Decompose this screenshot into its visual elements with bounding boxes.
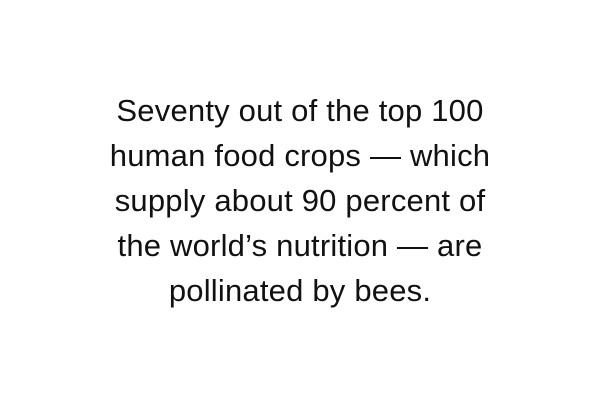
quote-line-4: the world’s nutrition — are [117,227,483,263]
quote-line-2: human food crops — which [109,137,491,173]
quote-line-3: supply about 90 percent of [114,182,486,218]
quote-line-1: Seventy out of the top 100 [116,92,484,128]
quote-text: Seventy out of the top 100 human food cr… [20,88,580,313]
quote-line-5: pollinated by bees. [168,272,432,308]
